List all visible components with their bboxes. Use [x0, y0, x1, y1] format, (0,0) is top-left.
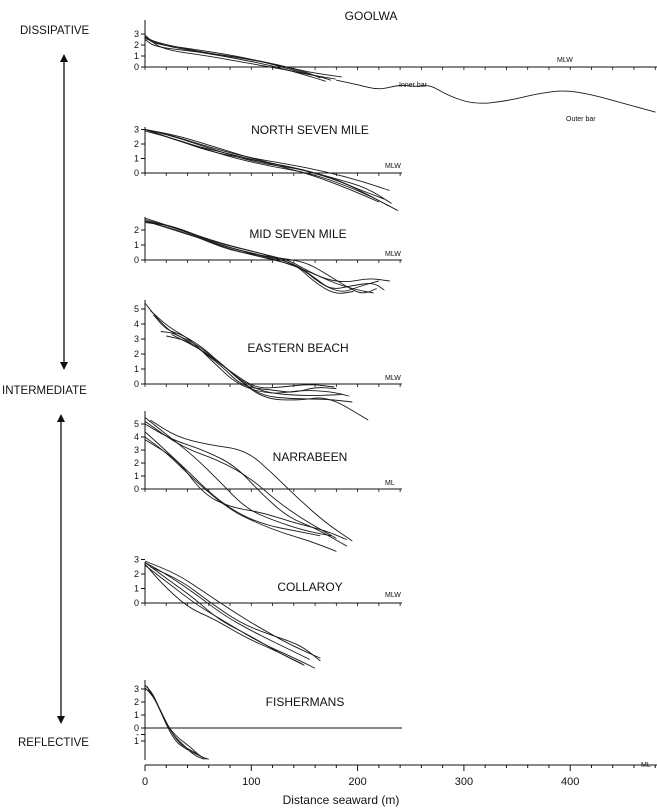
y-tick-label: 1	[134, 240, 139, 250]
profile-line-fishermans-4	[144, 688, 205, 760]
y-tick-label: 4	[134, 319, 139, 329]
y-tick-label: 1	[134, 584, 139, 594]
x-axis-title: Distance seaward (m)	[283, 793, 400, 807]
profile-line-goolwa-5	[144, 36, 321, 79]
reference-level-label: ML	[385, 480, 395, 487]
panel-north-seven-mile: NORTH SEVEN MILE MLW 3 2 1 0	[134, 123, 402, 212]
profile-line-goolwa-3	[144, 34, 337, 80]
profile-line-fishermans-3	[146, 686, 204, 759]
reference-level-label: MLW	[385, 163, 401, 170]
y-tick-label: 4	[134, 432, 139, 442]
y-tick-label: 0	[134, 484, 139, 494]
y-tick-label: 3	[134, 334, 139, 344]
y-tick-label: 2	[134, 697, 139, 707]
reference-level-label: MLW	[385, 251, 401, 258]
y-tick-label: 2	[134, 349, 139, 359]
panel-mid-seven-mile: MID SEVEN MILE MLW 2 1 0	[134, 217, 402, 294]
y-tick-label: 1	[134, 364, 139, 374]
y-tick-label: 3	[134, 445, 139, 455]
profile-line-narrabeen-1	[144, 417, 332, 537]
y-tick-label: 2	[134, 40, 139, 50]
panel-title-fishermans: FISHERMANS	[266, 695, 345, 709]
reference-level-label: MLW	[385, 375, 401, 382]
y-tick-label: 3	[134, 125, 139, 135]
profile-line-collaroy-1	[144, 562, 305, 666]
x-tick-label: 0	[142, 776, 148, 788]
state-label-reflective: REFLECTIVE	[18, 737, 89, 749]
y-tick-label: 3	[134, 29, 139, 39]
x-axis-ticks: 0 100 200 300 400	[142, 765, 656, 788]
y-tick-label: 3	[134, 555, 139, 565]
annotation-outer-bar: Outer bar	[566, 116, 596, 123]
profile-line-north-seven-mile-6	[144, 129, 380, 203]
profile-line-eastern-beach-3	[160, 331, 337, 393]
y-tick-label: -	[136, 730, 139, 740]
y-tick-label: 1	[134, 736, 139, 746]
state-label-dissipative: DISSIPATIVE	[20, 25, 90, 37]
profile-line-goolwa-2	[144, 39, 327, 82]
panel-title-narrabeen: NARRABEEN	[273, 450, 348, 464]
y-tick-label: 0	[134, 62, 139, 72]
panel-title-eastern-beach: EASTERN BEACH	[247, 341, 348, 355]
profile-line-collaroy-3	[144, 560, 321, 659]
reference-level-label: MLW	[557, 57, 573, 64]
panel-collaroy: COLLAROY MLW 3 2 1 0	[134, 555, 402, 669]
panel-title-north-seven-mile: NORTH SEVEN MILE	[251, 123, 369, 137]
y-tick-label: 2	[134, 139, 139, 149]
profile-line-mid-seven-mile-6	[144, 220, 374, 294]
panel-title-goolwa: GOOLWA	[345, 9, 398, 23]
y-tick-label: 0	[134, 379, 139, 389]
profile-line-collaroy-6	[144, 562, 310, 660]
reference-level-label: MLW	[385, 592, 401, 599]
y-tick-label: 1	[134, 710, 139, 720]
profile-line-collaroy-4	[144, 563, 303, 665]
profile-line-narrabeen-3	[144, 431, 321, 537]
profile-line-north-seven-mile-4	[144, 129, 390, 191]
x-tick-label: 400	[561, 776, 579, 788]
y-tick-label: 3	[134, 684, 139, 694]
x-tick-label: 200	[348, 776, 366, 788]
profile-line-mid-seven-mile-4	[144, 220, 377, 294]
y-tick-label: 5	[134, 304, 139, 314]
panel-title-mid-seven-mile: MID SEVEN MILE	[249, 227, 346, 241]
panel-narrabeen: NARRABEEN ML 5 4 3 2 1 0	[134, 411, 402, 552]
state-label-intermediate: INTERMEDIATE	[2, 385, 87, 397]
profile-line-narrabeen-4	[150, 419, 353, 542]
profile-line-eastern-beach-6	[149, 310, 350, 397]
panel-title-collaroy: COLLAROY	[277, 580, 342, 594]
y-tick-label: 0	[134, 723, 139, 733]
profile-line-narrabeen-7	[144, 439, 348, 541]
y-tick-label: 5	[134, 419, 139, 429]
profile-line-mid-seven-mile-5	[144, 217, 354, 294]
y-tick-label: 0	[134, 255, 139, 265]
y-tick-label: 0	[134, 598, 139, 608]
profile-line-collaroy-2	[144, 564, 316, 669]
profile-line-north-seven-mile-3	[144, 130, 399, 212]
x-tick-label: 300	[455, 776, 473, 788]
profile-line-north-seven-mile-5	[144, 129, 393, 204]
y-tick-label: 1	[134, 51, 139, 61]
panel-eastern-beach: EASTERN BEACH MLW 5 4 3 2 1 0	[134, 300, 402, 421]
x-axis: 0 100 200 300 400 Distance seaward (m)	[142, 764, 657, 807]
profile-line-collaroy-5	[150, 566, 321, 662]
x-tick-label: 100	[242, 776, 260, 788]
annotation-inner-bar: Inner bar	[399, 82, 428, 89]
profile-line-goolwa-6	[336, 79, 656, 113]
y-tick-label: 2	[134, 569, 139, 579]
y-tick-label: 0	[134, 168, 139, 178]
y-tick-label: 1	[134, 154, 139, 164]
y-tick-label: 2	[134, 225, 139, 235]
y-tick-label: 2	[134, 458, 139, 468]
reference-level-label: ML	[641, 762, 651, 769]
profile-line-eastern-beach-2	[153, 314, 343, 396]
profile-line-narrabeen-6	[144, 421, 337, 539]
y-tick-label: 1	[134, 471, 139, 481]
profile-line-fishermans-1	[144, 684, 207, 760]
